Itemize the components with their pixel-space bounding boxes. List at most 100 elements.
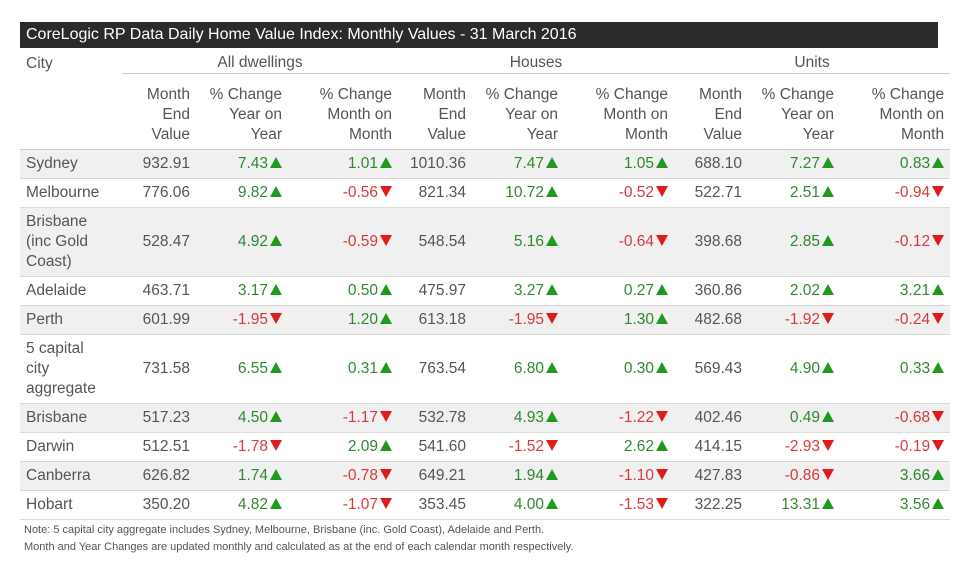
change-year-cell: 4.00 — [472, 490, 565, 520]
month-end-value-cell: 541.60 — [398, 432, 473, 462]
header-line: % Change — [319, 86, 393, 103]
change-value: -1.07 — [342, 496, 379, 513]
city-subheader-empty — [20, 73, 122, 150]
change-month-cell: 1.05 — [564, 149, 675, 179]
change-value: 2.02 — [789, 282, 821, 299]
city-cell: 5 capital city aggregate — [20, 334, 122, 404]
change-value: 1.74 — [237, 467, 268, 484]
header-line: End — [438, 106, 467, 123]
change-value: 3.27 — [513, 282, 545, 299]
change-value: 2.62 — [623, 438, 655, 455]
arrow-up-icon — [932, 469, 945, 480]
sub-header-row: Month End Value% Change Year on Year% Change… — [20, 73, 951, 150]
change-value: -1.52 — [508, 438, 545, 455]
change-month-cell: -1.22 — [564, 403, 675, 433]
change-value: 2.85 — [789, 233, 821, 250]
change-year-cell: -0.86 — [748, 461, 841, 491]
arrow-down-icon — [932, 235, 945, 246]
change-month-cell: 0.33 — [840, 334, 951, 404]
header-line: % Change — [871, 86, 945, 103]
change-month-header: % Change Month on Month — [840, 73, 951, 150]
change-value: 1.30 — [623, 311, 655, 328]
arrow-up-icon — [380, 313, 393, 324]
change-value: 3.21 — [899, 282, 931, 299]
change-year-cell: -1.78 — [196, 432, 288, 462]
header-line: % Change — [209, 86, 282, 103]
city-cell: Perth — [20, 305, 122, 335]
change-year-cell: 7.43 — [196, 149, 288, 179]
change-value: 3.66 — [899, 467, 931, 484]
table-row: Brisbane (inc Gold Coast) 528.47 4.92 -0.59… — [20, 207, 951, 277]
city-cell: Hobart — [20, 490, 122, 520]
arrow-up-icon — [546, 284, 559, 295]
table-row: Perth 601.99 -1.95 1.20 613.18 -1.95 1.30 482.6… — [20, 305, 951, 335]
change-year-cell: -2.93 — [748, 432, 841, 462]
change-value: 4.50 — [237, 409, 268, 426]
change-month-cell: 3.56 — [840, 490, 951, 520]
month-end-value-cell: 763.54 — [398, 334, 473, 404]
arrow-up-icon — [546, 362, 559, 373]
header-line: % Change — [761, 86, 835, 103]
table-row: Hobart 350.20 4.82 -1.07 353.45 4.00 -1.53 322.… — [20, 490, 951, 520]
change-month-cell: 1.30 — [564, 305, 675, 335]
month-end-value-cell: 1010.36 — [398, 149, 473, 179]
change-month-cell: 3.21 — [840, 276, 951, 306]
change-month-cell: -0.78 — [288, 461, 399, 491]
month-end-value-cell: 649.21 — [398, 461, 473, 491]
header-line: Year on — [229, 106, 282, 123]
table-row: Darwin 512.51 -1.78 2.09 541.60 -1.52 2.62 414.… — [20, 432, 951, 462]
change-value: 7.27 — [789, 155, 821, 172]
change-value: -1.78 — [232, 438, 268, 455]
month-end-value-cell: 688.10 — [674, 149, 749, 179]
header-line: Year — [802, 126, 835, 143]
change-month-cell: -1.07 — [288, 490, 399, 520]
header-line: Year on — [781, 106, 835, 123]
change-value: 7.47 — [513, 155, 545, 172]
arrow-down-icon — [932, 411, 945, 422]
header-line: Value — [703, 126, 743, 143]
arrow-up-icon — [822, 498, 835, 509]
table-row: 5 capital city aggregate 731.58 6.55 0.31 76… — [20, 334, 951, 404]
change-year-cell: 7.27 — [748, 149, 841, 179]
footnote: Note: 5 capital city aggregate includes … — [24, 522, 574, 556]
month-end-value-header: Month End Value — [398, 73, 473, 150]
table-row: Melbourne 776.06 9.82 -0.56 821.34 10.72 -0.52… — [20, 178, 951, 208]
change-year-cell: 9.82 — [196, 178, 288, 208]
month-end-value-cell: 601.99 — [122, 305, 196, 335]
change-value: 0.31 — [347, 360, 379, 377]
change-value: -1.95 — [232, 311, 268, 328]
change-value: -1.95 — [508, 311, 545, 328]
change-year-cell: -1.95 — [472, 305, 565, 335]
arrow-down-icon — [656, 235, 669, 246]
header-line: Value — [151, 126, 191, 143]
city-cell: Brisbane — [20, 403, 122, 433]
arrow-down-icon — [270, 313, 282, 324]
change-year-header: % Change Year on Year — [748, 73, 841, 150]
arrow-up-icon — [270, 157, 282, 168]
change-year-cell: 6.55 — [196, 334, 288, 404]
group-header-row: City All dwellings Houses Units — [20, 50, 951, 74]
arrow-up-icon — [380, 362, 393, 373]
arrow-up-icon — [270, 235, 282, 246]
header-line: Month — [624, 126, 669, 143]
change-value: -0.24 — [894, 311, 931, 328]
month-end-value-cell: 482.68 — [674, 305, 749, 335]
group-header-all-dwellings: All dwellings — [122, 50, 399, 74]
arrow-up-icon — [822, 284, 835, 295]
header-line: End — [714, 106, 743, 123]
arrow-down-icon — [656, 411, 669, 422]
arrow-down-icon — [822, 469, 835, 480]
header-line: End — [162, 106, 190, 123]
change-month-cell: -0.59 — [288, 207, 399, 277]
change-month-cell: -1.53 — [564, 490, 675, 520]
change-month-cell: -1.10 — [564, 461, 675, 491]
change-year-cell: 3.27 — [472, 276, 565, 306]
arrow-up-icon — [546, 469, 559, 480]
change-month-cell: -0.94 — [840, 178, 951, 208]
arrow-down-icon — [380, 469, 393, 480]
month-end-value-cell: 932.91 — [122, 149, 196, 179]
month-end-value-cell: 402.46 — [674, 403, 749, 433]
change-value: 5.16 — [513, 233, 545, 250]
change-month-cell: 0.31 — [288, 334, 399, 404]
month-end-value-cell: 626.82 — [122, 461, 196, 491]
